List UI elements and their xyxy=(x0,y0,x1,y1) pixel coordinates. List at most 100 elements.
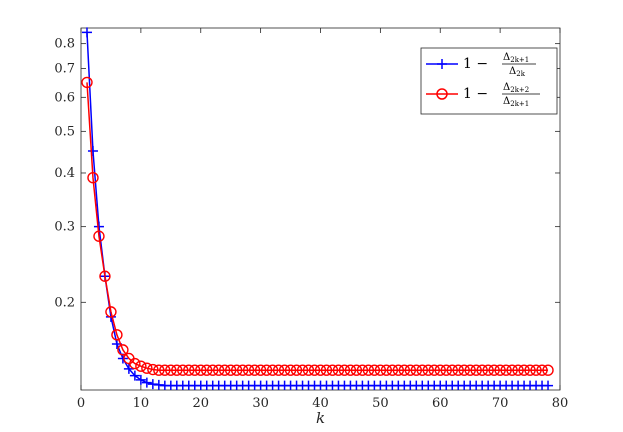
data-point xyxy=(350,364,363,376)
data-point xyxy=(543,380,554,390)
y-tick-label: 0.3 xyxy=(54,220,75,235)
y-tick-label: 0.4 xyxy=(54,166,75,181)
y-tick-label: 0.2 xyxy=(54,295,75,310)
data-point xyxy=(236,364,249,376)
data-point xyxy=(135,374,146,385)
data-point xyxy=(195,364,207,376)
data-point xyxy=(278,364,291,376)
series-red xyxy=(81,76,554,376)
x-tick-label: 10 xyxy=(133,396,150,411)
data-point xyxy=(458,364,470,376)
x-tick-label: 0 xyxy=(77,396,85,411)
series-layer xyxy=(81,27,554,390)
x-tick-label: 80 xyxy=(552,396,569,411)
data-point xyxy=(416,364,428,376)
data-point xyxy=(189,364,201,376)
data-point xyxy=(326,364,339,376)
x-tick-label: 50 xyxy=(372,396,389,411)
data-point xyxy=(296,364,309,376)
data-point xyxy=(153,364,165,376)
data-point xyxy=(87,172,99,184)
y-tick-label: 0.5 xyxy=(54,124,75,139)
data-point xyxy=(536,364,548,376)
x-tick-label: 30 xyxy=(252,396,269,411)
data-point xyxy=(314,364,327,376)
data-point xyxy=(201,364,213,376)
data-point xyxy=(141,362,153,374)
data-point xyxy=(392,364,405,376)
data-point xyxy=(494,364,506,376)
x-tick-label: 60 xyxy=(432,396,449,411)
data-point xyxy=(99,270,111,282)
data-point xyxy=(272,364,285,376)
data-point xyxy=(230,364,243,376)
legend-marker-blue xyxy=(437,59,447,69)
data-point xyxy=(302,364,315,376)
y-tick-label: 0.8 xyxy=(54,37,75,52)
data-point xyxy=(398,364,411,376)
data-point xyxy=(368,364,381,376)
data-point xyxy=(213,364,225,376)
data-point xyxy=(248,364,261,376)
data-point xyxy=(344,364,357,376)
data-point xyxy=(260,364,273,376)
data-point xyxy=(129,357,141,370)
legend-red-prefix: 1 − xyxy=(463,86,488,102)
data-point xyxy=(464,364,476,376)
data-point xyxy=(404,364,417,376)
data-point xyxy=(224,364,237,376)
legend: 1 − Δ2k+1 Δ2k 1 − Δ2k+2 Δ2k+1 xyxy=(420,47,558,115)
data-point xyxy=(165,364,177,376)
data-point xyxy=(506,364,518,376)
x-axis-label: k xyxy=(316,409,325,427)
data-point xyxy=(386,364,399,376)
data-point xyxy=(177,364,189,376)
data-point xyxy=(362,364,375,376)
legend-blue-num: Δ2k+1 xyxy=(503,52,529,64)
data-point xyxy=(290,364,303,376)
data-point xyxy=(518,364,530,376)
data-point xyxy=(446,364,458,376)
data-point xyxy=(218,364,231,376)
data-point xyxy=(123,363,134,374)
y-tick-label: 0.6 xyxy=(54,90,75,105)
legend-blue-prefix: 1 − xyxy=(463,56,488,72)
data-point xyxy=(135,360,147,372)
data-point xyxy=(530,364,542,376)
data-point xyxy=(183,364,195,376)
data-point xyxy=(308,364,321,376)
data-point xyxy=(482,364,494,376)
data-point xyxy=(470,364,482,376)
data-point xyxy=(500,364,512,376)
data-point xyxy=(129,370,140,381)
legend-red-num: Δ2k+2 xyxy=(503,82,529,94)
data-point xyxy=(105,306,117,318)
data-point xyxy=(81,27,92,38)
data-point xyxy=(242,364,255,376)
data-point xyxy=(87,146,98,157)
series-blue xyxy=(81,27,554,390)
data-point xyxy=(542,364,554,376)
x-tick-label: 40 xyxy=(312,396,329,411)
data-point xyxy=(171,364,183,376)
legend-red-den: Δ2k+1 xyxy=(503,96,529,108)
data-point xyxy=(410,364,422,376)
series-line xyxy=(86,82,549,371)
data-point xyxy=(332,364,345,376)
data-point xyxy=(374,364,387,376)
x-tick-label: 70 xyxy=(492,396,509,411)
data-point xyxy=(488,364,500,376)
data-point xyxy=(452,364,464,376)
data-point xyxy=(117,344,129,356)
y-tick-label: 0.7 xyxy=(54,62,75,77)
data-point xyxy=(284,364,297,376)
data-point xyxy=(512,364,524,376)
data-point xyxy=(254,364,267,376)
data-point xyxy=(81,76,93,89)
legend-marker-red xyxy=(436,88,448,100)
axes: 0 10 20 30 40 50 60 70 80 0.2 0.3 0.4 0.5 0.6 0.7 0.8 k xyxy=(54,27,569,427)
data-point xyxy=(422,364,434,376)
data-point xyxy=(93,230,105,242)
